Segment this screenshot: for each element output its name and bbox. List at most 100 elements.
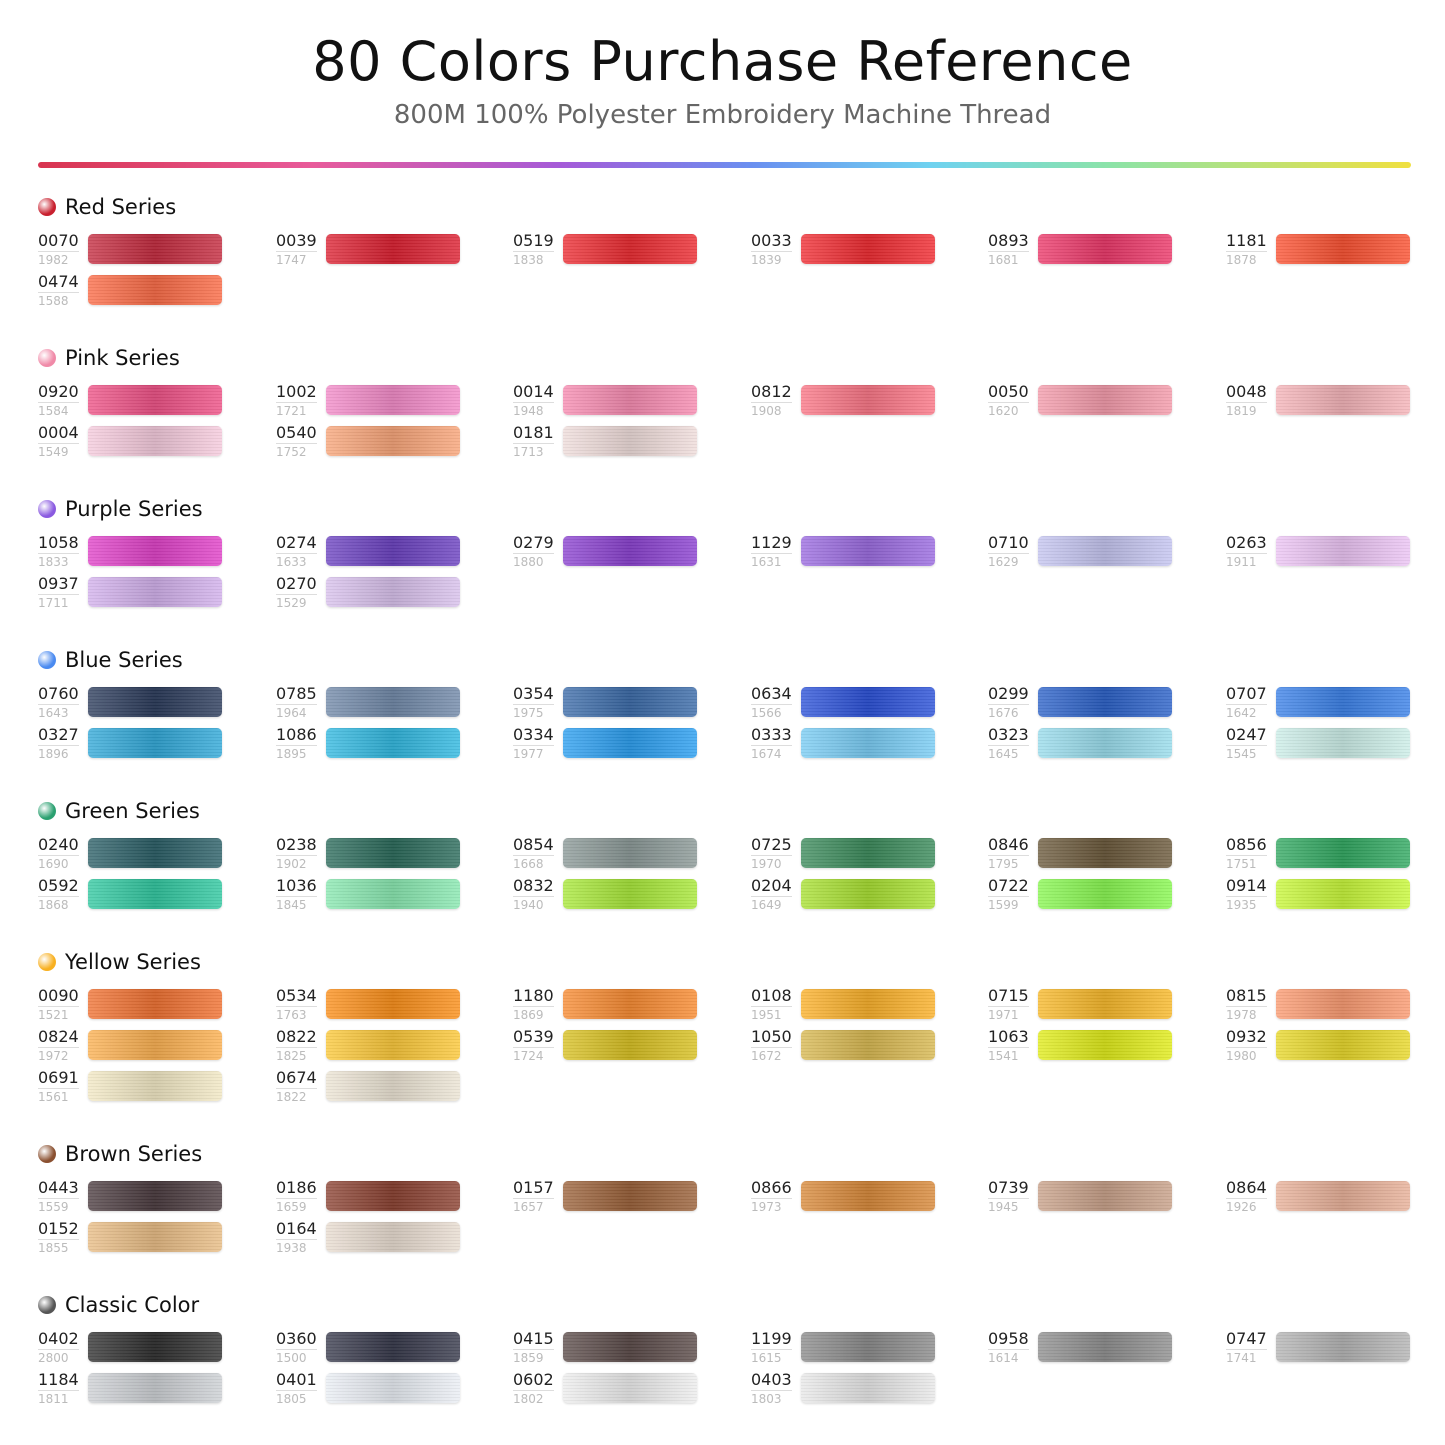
thread-swatch-item: 0299 1676 [988, 684, 1178, 721]
thread-color-swatch [326, 234, 460, 264]
thread-swatch-item: 1199 1615 [751, 1329, 941, 1366]
color-code: 0958 [988, 1329, 1029, 1350]
color-code: 0327 [38, 725, 79, 746]
color-code: 0401 [276, 1370, 317, 1391]
series-dot-icon [38, 802, 56, 820]
color-code: 0186 [276, 1178, 317, 1199]
secondary-code: 1549 [38, 445, 69, 459]
secondary-code: 1631 [751, 555, 782, 569]
thread-swatch-item: 0832 1940 [513, 876, 703, 913]
color-code: 0519 [513, 231, 554, 252]
thread-color-swatch [801, 687, 935, 717]
color-code: 0247 [1226, 725, 1267, 746]
section-title: Red Series [65, 195, 177, 219]
color-code: 0152 [38, 1219, 79, 1240]
color-section: Brown Series 0443 1559 0152 1855 0186 1659 0164… [38, 1142, 1418, 1293]
secondary-code: 1805 [276, 1392, 307, 1406]
thread-color-swatch [801, 1030, 935, 1060]
color-code: 0204 [751, 876, 792, 897]
thread-swatch-item: 0707 1642 [1226, 684, 1416, 721]
thread-color-swatch [88, 687, 222, 717]
secondary-code: 1911 [1226, 555, 1257, 569]
color-code: 0539 [513, 1027, 554, 1048]
thread-swatch-item: 1180 1869 [513, 986, 703, 1023]
secondary-code: 1674 [751, 747, 782, 761]
thread-swatch-item: 0181 1713 [513, 423, 703, 460]
color-section: Classic Color 0402 2800 1184 1811 0360 1500 040… [38, 1293, 1418, 1444]
thread-color-swatch [1276, 838, 1410, 868]
thread-swatch-item: 0415 1859 [513, 1329, 703, 1366]
secondary-code: 1559 [38, 1200, 69, 1214]
color-code: 0403 [751, 1370, 792, 1391]
secondary-code: 1529 [276, 596, 307, 610]
thread-swatch-item: 0674 1822 [276, 1068, 466, 1105]
thread-swatch-item: 0323 1645 [988, 725, 1178, 762]
thread-color-swatch [326, 728, 460, 758]
thread-color-swatch [326, 426, 460, 456]
secondary-code: 1751 [1226, 857, 1257, 871]
section-header: Yellow Series [38, 950, 1418, 974]
secondary-code: 1855 [38, 1241, 69, 1255]
thread-swatch-item: 0932 1980 [1226, 1027, 1416, 1064]
thread-swatch-item: 1063 1541 [988, 1027, 1178, 1064]
thread-swatch-item: 0539 1724 [513, 1027, 703, 1064]
section-header: Purple Series [38, 497, 1418, 521]
color-code: 1036 [276, 876, 317, 897]
thread-swatch-item: 0334 1977 [513, 725, 703, 762]
thread-color-swatch [326, 879, 460, 909]
thread-swatch-item: 0602 1802 [513, 1370, 703, 1407]
thread-color-swatch [1276, 989, 1410, 1019]
thread-swatch-item: 0822 1825 [276, 1027, 466, 1064]
color-code: 0864 [1226, 1178, 1267, 1199]
secondary-code: 1908 [751, 404, 782, 418]
color-code: 1180 [513, 986, 554, 1007]
section-title: Green Series [65, 799, 200, 823]
thread-color-swatch [1276, 879, 1410, 909]
thread-swatch-item: 1058 1833 [38, 533, 228, 570]
secondary-code: 1561 [38, 1090, 69, 1104]
thread-swatch-item: 0004 1549 [38, 423, 228, 460]
color-code: 0602 [513, 1370, 554, 1391]
color-code: 0785 [276, 684, 317, 705]
section-header: Green Series [38, 799, 1418, 823]
thread-swatch-item: 0048 1819 [1226, 382, 1416, 419]
color-code: 0050 [988, 382, 1029, 403]
secondary-code: 1620 [988, 404, 1019, 418]
thread-color-swatch [326, 385, 460, 415]
series-dot-icon [38, 651, 56, 669]
thread-color-swatch [326, 1071, 460, 1101]
secondary-code: 1795 [988, 857, 1019, 871]
color-code: 0157 [513, 1178, 554, 1199]
secondary-code: 1948 [513, 404, 544, 418]
thread-color-swatch [88, 1071, 222, 1101]
color-code: 0108 [751, 986, 792, 1007]
thread-color-swatch [801, 1373, 935, 1403]
color-code: 0415 [513, 1329, 554, 1350]
thread-swatch-item: 0240 1690 [38, 835, 228, 872]
thread-color-swatch [1038, 687, 1172, 717]
color-code: 0033 [751, 231, 792, 252]
secondary-code: 1690 [38, 857, 69, 871]
thread-swatch-item: 0186 1659 [276, 1178, 466, 1215]
series-dot-icon [38, 1145, 56, 1163]
thread-swatch-item: 0937 1711 [38, 574, 228, 611]
thread-swatch-item: 0474 1588 [38, 272, 228, 309]
color-code: 0039 [276, 231, 317, 252]
thread-color-swatch [1276, 385, 1410, 415]
thread-swatch-item: 0866 1973 [751, 1178, 941, 1215]
thread-color-swatch [801, 385, 935, 415]
color-section: Pink Series 0920 1584 0004 1549 1002 1721 0540 1… [38, 346, 1418, 497]
secondary-code: 1588 [38, 294, 69, 308]
color-code: 0854 [513, 835, 554, 856]
color-code: 0707 [1226, 684, 1267, 705]
secondary-code: 1752 [276, 445, 307, 459]
thread-swatch-item: 0403 1803 [751, 1370, 941, 1407]
secondary-code: 1545 [1226, 747, 1257, 761]
secondary-code: 1584 [38, 404, 69, 418]
thread-color-swatch [801, 1181, 935, 1211]
color-code: 0920 [38, 382, 79, 403]
thread-color-swatch [563, 1181, 697, 1211]
color-code: 0360 [276, 1329, 317, 1350]
color-code: 0822 [276, 1027, 317, 1048]
thread-color-swatch [563, 728, 697, 758]
